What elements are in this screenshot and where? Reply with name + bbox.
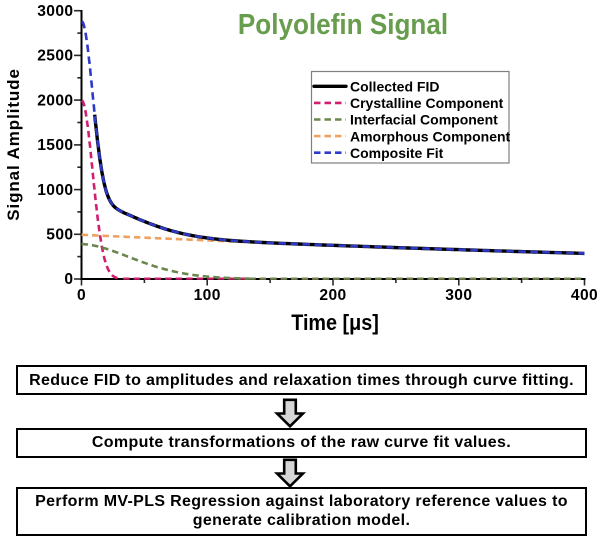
svg-text:0: 0 (77, 287, 86, 304)
svg-text:Composite Fit: Composite Fit (350, 145, 444, 161)
svg-text:1000: 1000 (37, 182, 73, 199)
svg-text:3000: 3000 (37, 3, 73, 20)
svg-text:400: 400 (571, 287, 598, 304)
svg-text:2500: 2500 (37, 48, 73, 65)
svg-text:Crystalline Component: Crystalline Component (350, 95, 504, 111)
svg-text:Polyolefin Signal: Polyolefin Signal (238, 8, 448, 41)
svg-text:Time [μs]: Time [μs] (291, 311, 379, 335)
svg-text:100: 100 (194, 287, 221, 304)
svg-text:500: 500 (46, 227, 73, 244)
svg-text:0: 0 (64, 271, 73, 288)
svg-text:Amorphous Component: Amorphous Component (350, 128, 511, 144)
svg-text:Collected FID: Collected FID (350, 79, 439, 95)
svg-text:Signal Amplitude: Signal Amplitude (4, 68, 23, 221)
svg-text:Interfacial Component: Interfacial Component (350, 112, 498, 128)
svg-text:2000: 2000 (37, 92, 73, 109)
svg-text:1500: 1500 (37, 137, 73, 154)
svg-text:300: 300 (445, 287, 472, 304)
svg-text:200: 200 (319, 287, 346, 304)
